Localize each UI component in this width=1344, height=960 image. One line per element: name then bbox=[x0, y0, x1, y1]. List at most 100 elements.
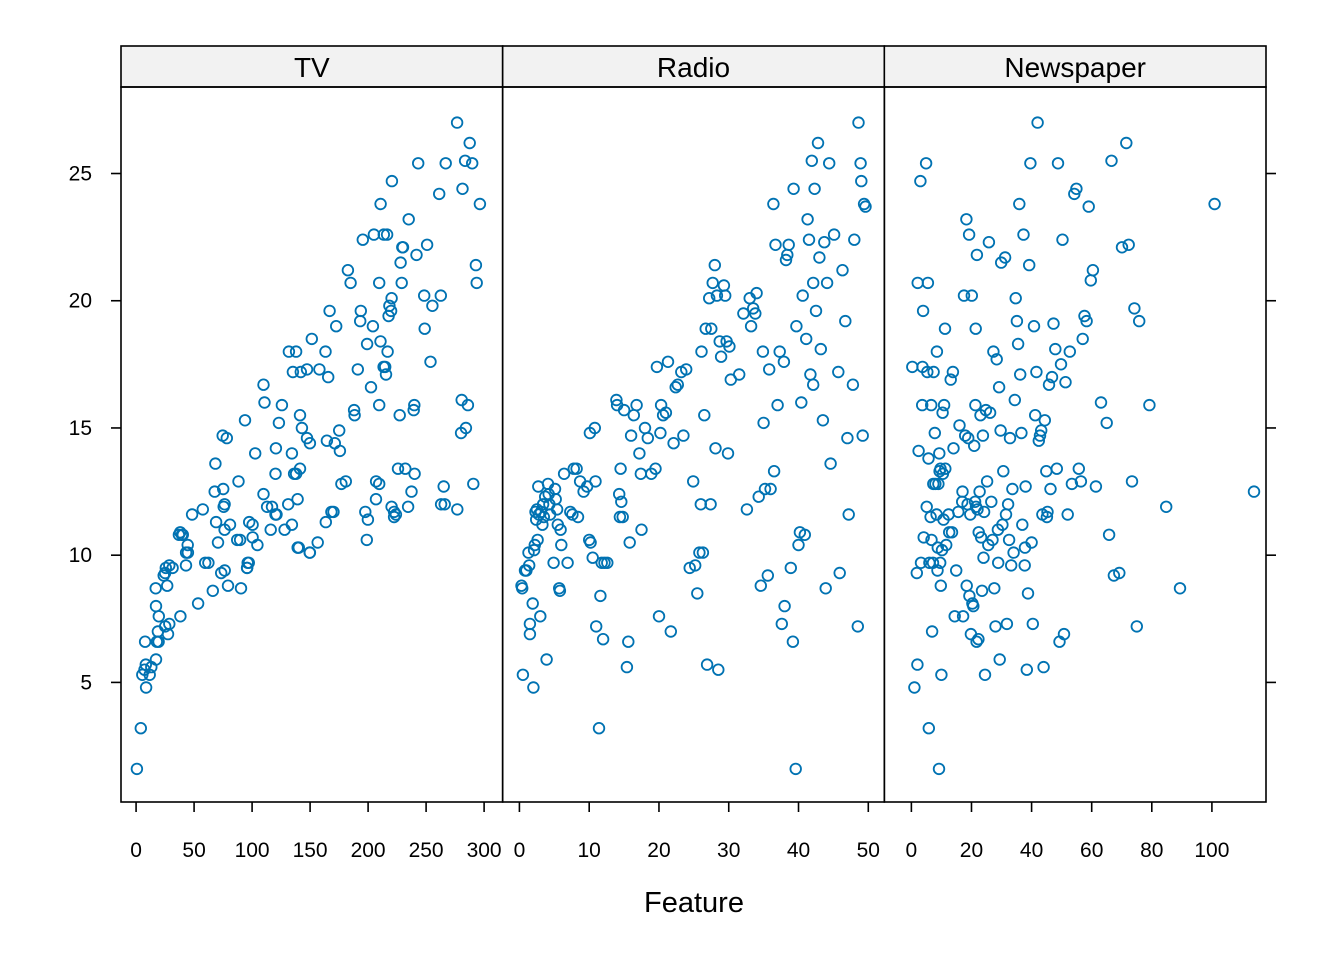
data-point bbox=[615, 495, 628, 509]
data-point bbox=[450, 116, 464, 129]
data-point bbox=[531, 533, 544, 547]
data-point bbox=[767, 197, 780, 211]
x-tick-label: 40 bbox=[787, 839, 810, 862]
data-point bbox=[767, 465, 781, 478]
strip-tv bbox=[120, 45, 504, 88]
data-point bbox=[650, 360, 664, 374]
data-point bbox=[978, 668, 992, 682]
data-point bbox=[624, 429, 638, 442]
data-point bbox=[807, 378, 820, 391]
data-point bbox=[721, 447, 735, 460]
data-point bbox=[842, 508, 855, 521]
data-point bbox=[588, 421, 602, 435]
data-point bbox=[1040, 510, 1054, 524]
data-point bbox=[166, 561, 179, 575]
data-point bbox=[976, 429, 990, 442]
data-point bbox=[211, 536, 225, 549]
data-point bbox=[972, 633, 985, 646]
data-point bbox=[945, 526, 959, 539]
data-point bbox=[1050, 462, 1064, 475]
data-point bbox=[395, 276, 408, 290]
data-point bbox=[703, 292, 716, 305]
data-point bbox=[1049, 342, 1062, 356]
data-point bbox=[540, 653, 553, 666]
data-point bbox=[1115, 241, 1129, 254]
data-point bbox=[953, 419, 966, 432]
data-point bbox=[589, 475, 602, 488]
data-point bbox=[754, 579, 768, 592]
data-point bbox=[704, 498, 717, 511]
data-point bbox=[912, 444, 925, 458]
data-point bbox=[286, 365, 300, 379]
data-point bbox=[547, 556, 560, 570]
x-tick-label: 10 bbox=[578, 839, 601, 862]
data-point bbox=[816, 414, 830, 427]
data-point bbox=[997, 465, 1010, 478]
data-point bbox=[641, 431, 655, 445]
data-point bbox=[667, 437, 680, 450]
data-point bbox=[1056, 233, 1069, 246]
data-point bbox=[970, 248, 984, 262]
data-point bbox=[526, 597, 539, 610]
data-point bbox=[1015, 426, 1028, 440]
points-newspaper bbox=[906, 116, 1261, 776]
data-point bbox=[719, 289, 732, 302]
data-point bbox=[764, 482, 777, 496]
data-point bbox=[561, 556, 574, 570]
data-point bbox=[960, 579, 973, 592]
data-point bbox=[1128, 302, 1141, 315]
data-point bbox=[402, 213, 415, 226]
data-point bbox=[613, 487, 626, 501]
x-tick-label: 150 bbox=[293, 839, 328, 862]
axes-layer: 0 50 100 150 200 250 300 0 10 20 30 40 50 0 20 40 60 80 10… bbox=[69, 163, 1276, 862]
data-point bbox=[374, 197, 387, 211]
data-point bbox=[373, 398, 386, 412]
data-point bbox=[1028, 409, 1042, 422]
data-point bbox=[149, 653, 163, 666]
data-point bbox=[769, 238, 782, 252]
data-point bbox=[934, 556, 947, 570]
data-point bbox=[622, 635, 635, 648]
data-point bbox=[763, 363, 776, 376]
data-point bbox=[1006, 482, 1019, 496]
data-point bbox=[1061, 508, 1074, 521]
data-point bbox=[917, 531, 930, 544]
data-point bbox=[914, 556, 928, 570]
data-point bbox=[361, 513, 375, 526]
data-point bbox=[977, 505, 991, 519]
data-point bbox=[176, 528, 190, 542]
data-point bbox=[807, 276, 820, 290]
data-point bbox=[717, 279, 731, 292]
data-point bbox=[405, 485, 418, 498]
data-point bbox=[627, 409, 641, 422]
x-tick-label: 40 bbox=[1020, 839, 1043, 862]
data-point bbox=[956, 610, 970, 623]
data-point bbox=[433, 187, 446, 201]
data-point bbox=[466, 157, 479, 170]
data-point bbox=[962, 228, 976, 241]
data-point bbox=[750, 286, 763, 300]
data-point bbox=[1019, 480, 1032, 493]
data-point bbox=[242, 515, 256, 529]
data-point bbox=[970, 635, 983, 648]
data-point bbox=[848, 233, 861, 246]
data-point bbox=[366, 320, 380, 333]
data-point bbox=[832, 365, 845, 379]
data-point bbox=[1105, 154, 1118, 168]
data-point bbox=[969, 398, 982, 412]
data-point bbox=[356, 233, 370, 246]
data-point bbox=[800, 332, 813, 346]
data-point bbox=[790, 320, 803, 333]
x-tick-label: 60 bbox=[1080, 839, 1103, 862]
data-point bbox=[258, 396, 271, 409]
data-point bbox=[206, 584, 220, 598]
data-point bbox=[1017, 228, 1030, 241]
data-point bbox=[1000, 617, 1014, 631]
data-point bbox=[1059, 376, 1072, 389]
data-point bbox=[534, 610, 547, 623]
data-point bbox=[669, 381, 682, 394]
data-point bbox=[758, 482, 772, 496]
data-point bbox=[275, 398, 289, 412]
data-point bbox=[303, 546, 317, 559]
data-point bbox=[696, 546, 710, 559]
